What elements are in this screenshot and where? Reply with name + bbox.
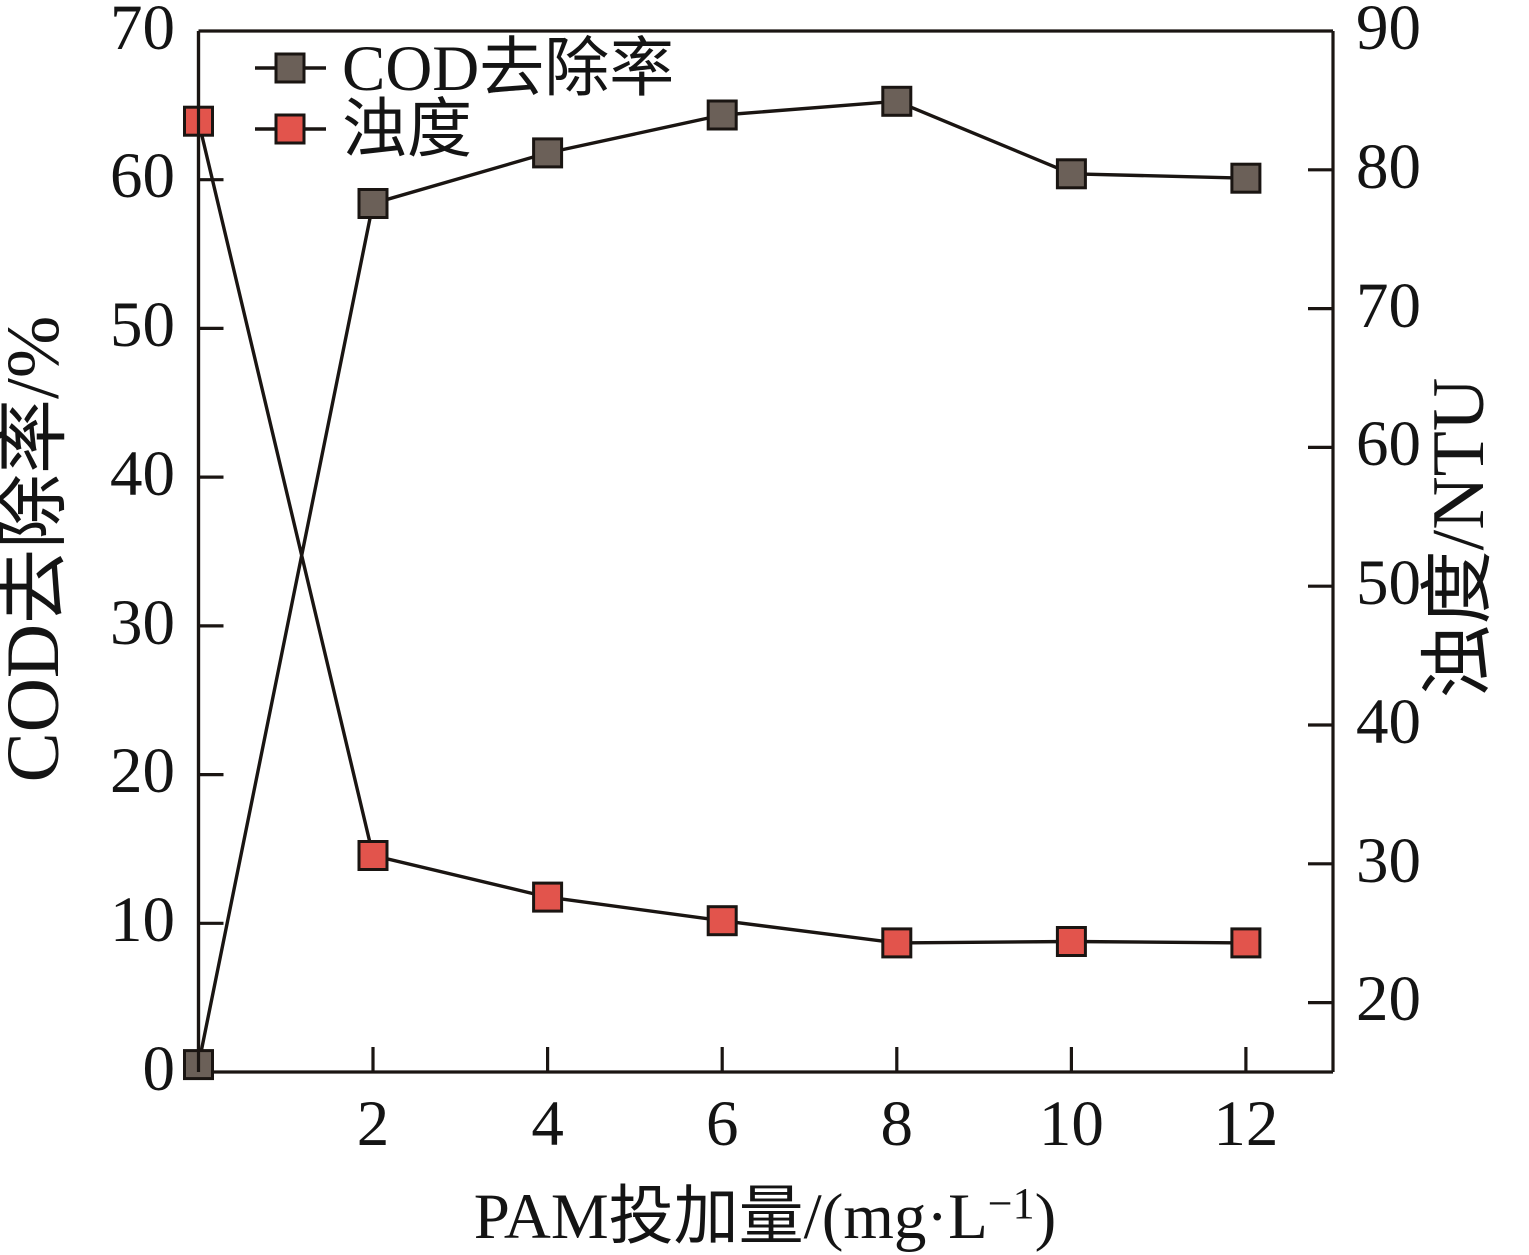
svg-text:12: 12 <box>1213 1088 1278 1160</box>
svg-text:0: 0 <box>143 1033 176 1105</box>
svg-text:6: 6 <box>706 1088 739 1160</box>
svg-text:80: 80 <box>1356 131 1421 203</box>
svg-text:10: 10 <box>1039 1088 1104 1160</box>
svg-text:浊度/NTU: 浊度/NTU <box>1418 378 1500 699</box>
svg-text:20: 20 <box>110 735 175 807</box>
svg-text:70: 70 <box>1356 270 1421 342</box>
svg-text:8: 8 <box>881 1088 914 1160</box>
svg-text:2: 2 <box>357 1088 390 1160</box>
svg-text:PAM投加量/(mg·L−1): PAM投加量/(mg·L−1) <box>474 1179 1057 1253</box>
svg-text:4: 4 <box>531 1088 564 1160</box>
svg-text:60: 60 <box>1356 408 1421 480</box>
svg-text:40: 40 <box>110 438 175 510</box>
svg-text:浊度: 浊度 <box>342 94 472 166</box>
svg-text:40: 40 <box>1356 686 1421 758</box>
svg-text:90: 90 <box>1356 0 1421 64</box>
svg-text:30: 30 <box>110 587 175 659</box>
svg-text:10: 10 <box>110 884 175 956</box>
svg-text:60: 60 <box>110 140 175 212</box>
svg-text:20: 20 <box>1356 963 1421 1035</box>
svg-text:30: 30 <box>1356 825 1421 897</box>
svg-text:50: 50 <box>110 289 175 361</box>
svg-text:50: 50 <box>1356 547 1421 619</box>
svg-text:COD去除率/%: COD去除率/% <box>0 316 75 783</box>
svg-text:70: 70 <box>110 0 175 64</box>
